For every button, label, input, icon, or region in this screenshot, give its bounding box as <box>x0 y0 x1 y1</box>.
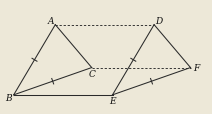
Text: D: D <box>155 17 162 26</box>
Text: B: B <box>5 94 11 103</box>
Text: E: E <box>109 96 116 105</box>
Text: A: A <box>47 17 54 26</box>
Text: F: F <box>193 63 199 72</box>
Text: C: C <box>88 69 95 78</box>
